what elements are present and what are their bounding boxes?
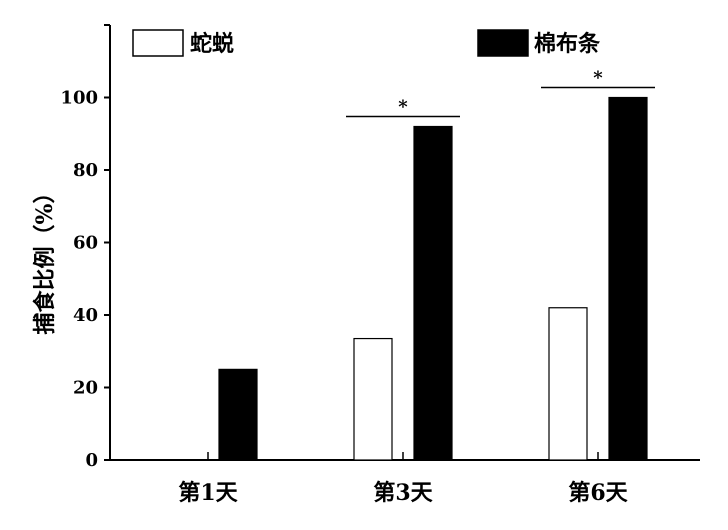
legend-label-mianbutiao: 棉布条 (534, 31, 601, 57)
y-tick-label-20: 20 (73, 378, 98, 399)
x-category-label-1: 第1天 (178, 480, 238, 506)
y-tick-label-100: 100 (60, 88, 98, 109)
plot-area: 0 20 40 60 80 100 第1天 第3天 第6天 * * (60, 24, 700, 506)
bar-series2-cat3 (608, 96, 648, 461)
bar-series1-cat2 (353, 337, 393, 461)
significance-mark-1: * (398, 97, 408, 118)
legend-swatch-shetui (132, 29, 184, 57)
bar-series2-cat2 (413, 125, 453, 461)
y-axis-title: 捕食比例（%） (32, 182, 58, 335)
bar-series1-cat3 (548, 307, 588, 461)
y-tick-label-0: 0 (85, 450, 98, 471)
x-category-label-2: 第3天 (373, 480, 433, 506)
bar-series2-cat1 (218, 368, 258, 461)
y-tick-label-60: 60 (73, 233, 98, 254)
x-category-label-3: 第6天 (568, 480, 628, 506)
legend-label-shetui: 蛇蜕 (190, 31, 234, 57)
legend-swatch-mianbutiao (477, 29, 529, 57)
significance-mark-2: * (593, 68, 603, 89)
legend: 蛇蜕 棉布条 (132, 29, 601, 57)
y-tick-label-40: 40 (73, 305, 98, 326)
y-tick-label-80: 80 (73, 160, 98, 181)
